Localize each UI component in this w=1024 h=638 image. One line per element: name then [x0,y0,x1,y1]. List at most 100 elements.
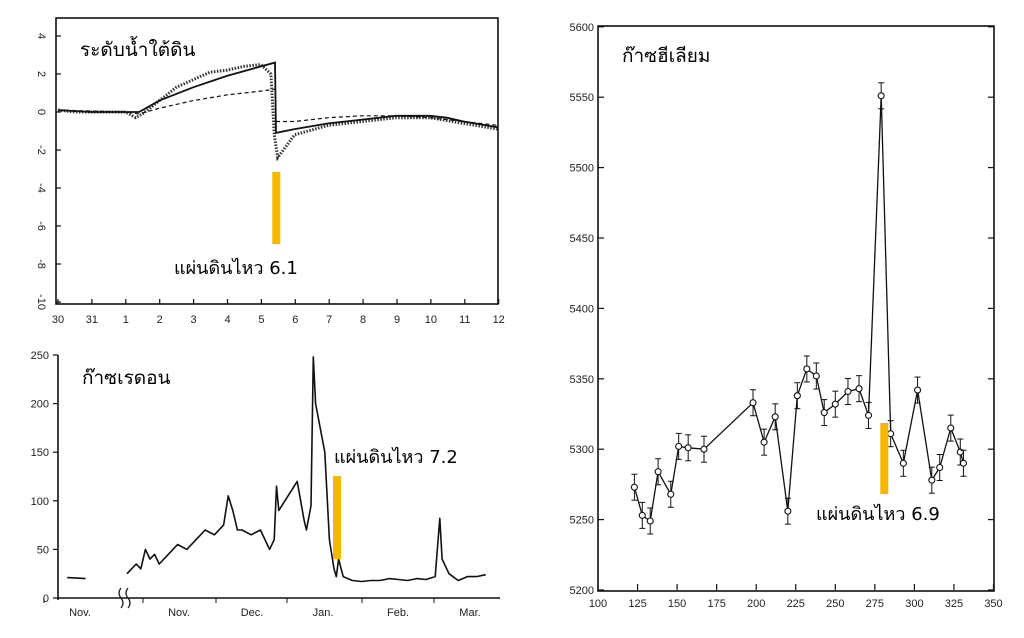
radon-x-ticks: Nov. Nov. Dec. Jan. Feb. Mar. [43,598,481,619]
groundwater-y-tick-label: 4 [35,33,47,39]
helium-data-point [760,438,768,446]
helium-earthquake-label: แผ่นดินไหว 6.9 [816,503,940,525]
helium-data-point [855,385,863,393]
radon-series [67,356,486,583]
groundwater-x-tick-label: 6 [292,314,298,326]
helium-data-point [820,409,828,417]
helium-data-point [831,400,839,408]
helium-x-tick-label: 125 [628,598,646,610]
helium-data-point [914,386,922,394]
helium-data-point [803,365,811,373]
helium-y-tick-label: 5450 [570,233,594,245]
radon-y-tick-label: 0 [43,593,49,605]
groundwater-earthquake-marker [272,172,281,244]
helium-y-tick-label: 5200 [570,585,594,597]
groundwater-model-solid-line [57,61,498,134]
helium-data-point [793,392,801,400]
radon-earthquake-marker [333,476,341,559]
helium-data-point [959,459,967,467]
helium-y-tick-label: 5400 [570,303,594,315]
helium-x-tick-label: 225 [787,598,805,610]
helium-data-point [877,92,885,100]
helium-y-tick-label: 5300 [570,444,594,456]
groundwater-x-tick-label: 11 [459,314,470,326]
helium-data-point [899,459,907,467]
radon-y-tick-label: 100 [31,496,49,508]
groundwater-x-tick-label: 7 [326,314,332,326]
groundwater-y-ticks: 4 2 0 -2 -4 -6 -8 -10 [35,33,61,310]
helium-data-point [812,372,820,380]
helium-data-point [936,463,944,472]
helium-data-point [654,468,662,476]
helium-y-tick-label: 5350 [570,374,594,386]
groundwater-y-tick-label: -10 [35,294,47,310]
groundwater-x-ticks: 30 31 1 2 3 4 5 6 7 8 9 10 11 12 [52,299,505,326]
helium-data-point [928,476,936,484]
groundwater-y-tick-label: -4 [35,183,47,193]
helium-data-point [667,490,675,498]
helium-data-point [887,430,895,438]
radon-y-tick-label: 50 [37,544,49,556]
helium-y-tick-label: 5250 [570,515,594,527]
groundwater-panel: 420-2-4-6-8-10 30 31 1 2 3 4 5 6 7 8 9 10 11 12 ระดับ… [35,17,505,326]
helium-data-point [700,445,708,453]
helium-data-point [947,424,955,432]
radon-title: ก๊าซเรดอน [82,367,171,389]
groundwater-x-tick-label: 12 [493,314,505,326]
groundwater-x-tick-label: 4 [224,314,230,326]
groundwater-x-tick-label: 30 [52,314,64,326]
groundwater-y-tick-label: 2 [35,71,47,77]
groundwater-x-tick-label: 1 [123,314,129,326]
radon-x-tick-label: Dec. [241,607,264,619]
radon-y-tick-label: 250 [31,350,49,362]
helium-y-tick-label: 5550 [570,92,594,104]
radon-x-tick-label: Feb. [387,607,409,619]
groundwater-y-tick-label: -6 [35,221,47,231]
helium-x-tick-label: 325 [945,598,963,610]
helium-data-point [638,511,646,519]
helium-x-tick-label: 250 [826,598,844,610]
helium-y-tick-label: 5500 [570,163,594,175]
helium-data-point [630,483,638,491]
helium-x-ticks: 100 125 150 175 200 225 250 275 300 325 350 [589,584,1003,610]
radon-series-line [126,356,486,583]
groundwater-x-tick-label: 2 [157,314,163,326]
helium-data-point [675,442,683,450]
groundwater-y-tick-label: -2 [35,145,47,155]
radon-panel: 250 200 150 100 50 0 Nov. Nov. Dec. Jan. Feb. Mar.… [31,350,500,619]
groundwater-x-tick-label: 10 [425,314,437,326]
radon-y-tick-label: 150 [31,447,49,459]
radon-series-line [67,576,86,580]
helium-x-tick-label: 350 [984,598,1002,610]
helium-data-point [749,399,757,407]
helium-x-tick-label: 200 [747,598,765,610]
radon-earthquake-label: แผ่นดินไหว 7.2 [334,446,458,468]
helium-title: ก๊าซฮีเลียม [622,45,710,67]
groundwater-x-tick-label: 5 [258,314,264,326]
groundwater-model-dashed-line [57,88,498,126]
helium-x-tick-label: 150 [668,598,686,610]
radon-x-tick-label: Mar. [459,607,480,619]
groundwater-observed-line [57,62,498,162]
helium-panel: 5600 5550 5500 5450 5400 5350 5300 5250 5200 100… [570,22,1003,610]
helium-series-line [633,95,965,523]
helium-series [630,82,967,535]
helium-x-tick-label: 100 [589,598,607,610]
helium-y-ticks: 5600 5550 5500 5450 5400 5350 5300 5250 5200 [570,22,994,597]
helium-data-point [784,507,792,515]
helium-data-point [771,413,779,421]
radon-y-ticks: 250 200 150 100 50 0 [31,350,58,605]
helium-data-point [646,517,654,525]
groundwater-y-tick-label: -8 [35,259,47,269]
groundwater-plot-frame [55,17,499,305]
groundwater-title: ระดับน้ำใต้ดิน [80,36,195,61]
groundwater-y-tick-label: 0 [35,109,47,115]
helium-y-tick-label: 5600 [570,22,594,34]
groundwater-earthquake-label: แผ่นดินไหว 6.1 [174,257,298,279]
radon-y-tick-label: 200 [31,399,49,411]
radon-x-tick-label: Nov. [69,607,91,619]
radon-x-tick-label: Jan. [313,607,334,619]
groundwater-x-tick-label: 31 [86,314,98,326]
groundwater-series [57,61,498,162]
